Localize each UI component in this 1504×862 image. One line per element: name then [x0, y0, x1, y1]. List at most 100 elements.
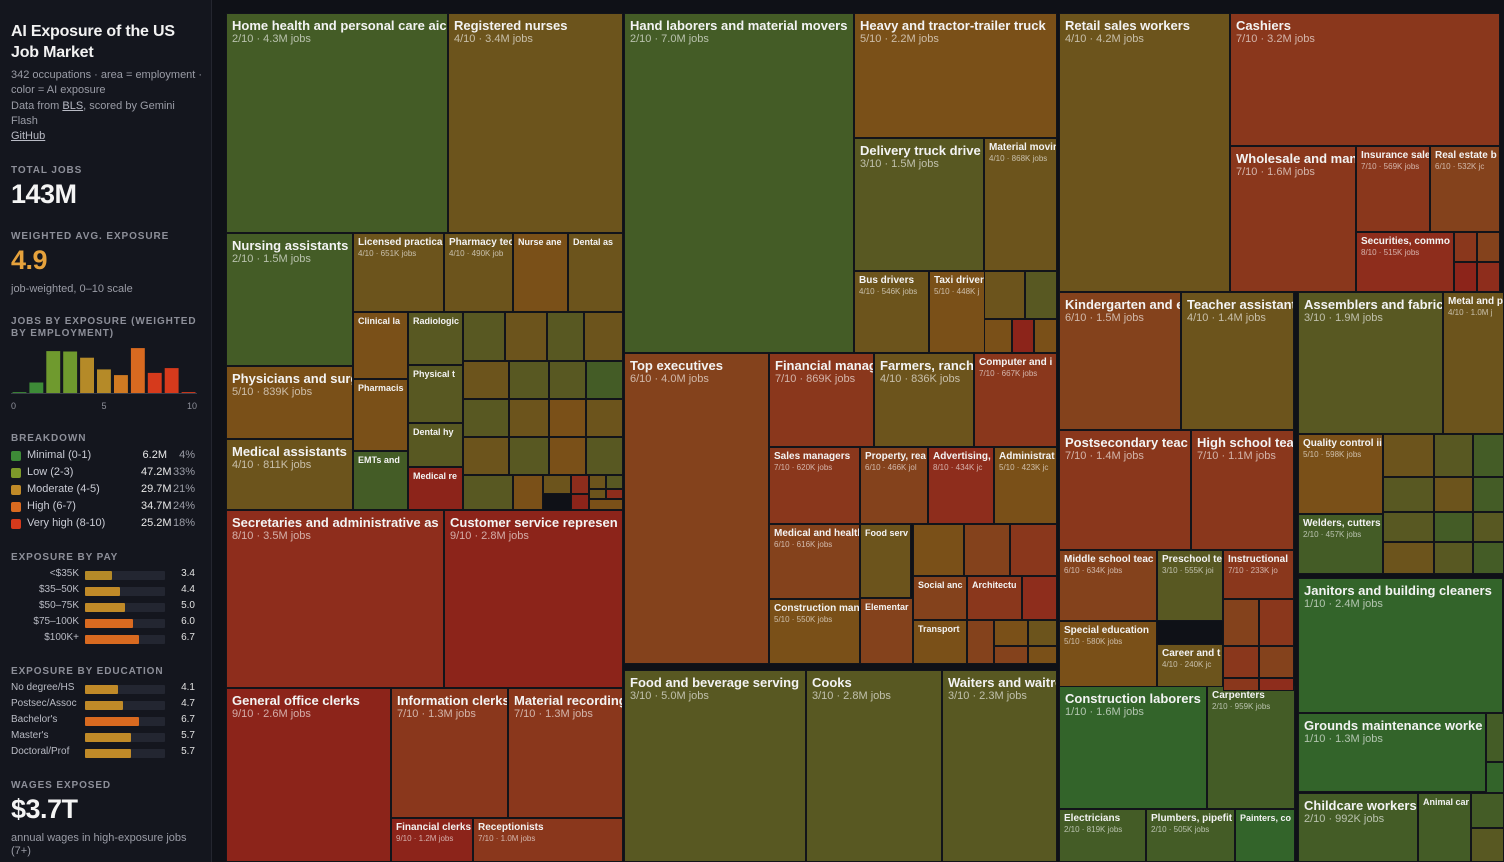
treemap-tile-unlabeled[interactable]: [913, 524, 964, 576]
treemap-tile[interactable]: Hand laborers and material movers 2/10 · …: [624, 13, 854, 353]
treemap-tile-unlabeled[interactable]: [463, 475, 513, 510]
treemap-tile-unlabeled[interactable]: [967, 620, 994, 664]
treemap-tile[interactable]: Kindergarten and e 6/10 · 1.5M jobs: [1059, 292, 1181, 430]
treemap-tile[interactable]: Construction man 5/10 · 550K jobs: [769, 599, 860, 664]
treemap-tile[interactable]: Material movir 4/10 · 868K jobs: [984, 138, 1057, 271]
treemap-tile-unlabeled[interactable]: [1486, 713, 1504, 762]
treemap-tile-unlabeled[interactable]: [584, 312, 623, 361]
treemap-tile[interactable]: Pharmacis: [353, 379, 408, 451]
treemap-tile-unlabeled[interactable]: [509, 361, 549, 399]
treemap-tile[interactable]: Receptionists 7/10 · 1.0M jobs: [473, 818, 623, 862]
treemap-tile-unlabeled[interactable]: [1012, 319, 1034, 353]
treemap-tile[interactable]: Instructional 7/10 · 233K jo: [1223, 550, 1294, 599]
treemap-tile-unlabeled[interactable]: [1223, 678, 1259, 691]
bls-link[interactable]: BLS: [62, 99, 84, 112]
treemap-tile[interactable]: Taxi drivers 5/10 · 448K j: [929, 271, 991, 353]
treemap-tile-unlabeled[interactable]: [606, 475, 623, 489]
treemap-tile-unlabeled[interactable]: [1383, 512, 1434, 542]
treemap-tile[interactable]: Plumbers, pipefit 2/10 · 505K jobs: [1146, 809, 1235, 862]
treemap-tile-unlabeled[interactable]: [549, 361, 586, 399]
treemap-tile-unlabeled[interactable]: [1025, 271, 1057, 319]
treemap-tile-unlabeled[interactable]: [505, 312, 547, 361]
treemap-tile[interactable]: Farmers, ranchers,4/10 · 836K jobs: [874, 353, 974, 447]
treemap-tile-unlabeled[interactable]: [513, 475, 543, 510]
treemap-tile[interactable]: Social anc: [913, 576, 967, 620]
treemap-tile-unlabeled[interactable]: [509, 437, 549, 475]
treemap-tile-unlabeled[interactable]: [589, 499, 623, 510]
treemap-tile-unlabeled[interactable]: [1223, 599, 1259, 646]
treemap-tile[interactable]: Information clerks 7/10 · 1.3M jobs: [391, 688, 508, 818]
treemap-tile-unlabeled[interactable]: [547, 312, 584, 361]
treemap-tile[interactable]: Postsecondary teac 7/10 · 1.4M jobs: [1059, 430, 1191, 550]
treemap-tile[interactable]: Assemblers and fabric 3/10 · 1.9M jobs: [1298, 292, 1443, 434]
treemap-tile[interactable]: Teacher assistants 4/10 · 1.4M jobs: [1181, 292, 1294, 430]
treemap-tile[interactable]: Financial clerks 9/10 · 1.2M jobs: [391, 818, 473, 862]
treemap-tile-unlabeled[interactable]: [463, 312, 505, 361]
treemap-tile-unlabeled[interactable]: [994, 620, 1028, 646]
treemap-tile-unlabeled[interactable]: [606, 489, 623, 499]
treemap-tile[interactable]: Customer service represen 9/10 · 2.8M job…: [444, 510, 623, 688]
treemap-tile[interactable]: Food and beverage serving 3/10 · 5.0M job…: [624, 670, 806, 862]
treemap-tile[interactable]: Insurance sale 7/10 · 569K jobs: [1356, 146, 1430, 232]
treemap-tile-unlabeled[interactable]: [1434, 512, 1473, 542]
treemap-tile[interactable]: Special education 5/10 · 580K jobs: [1059, 621, 1157, 691]
treemap-tile[interactable]: Transport: [913, 620, 967, 664]
github-link[interactable]: GitHub: [11, 130, 46, 143]
treemap-tile-unlabeled[interactable]: [964, 524, 1010, 576]
treemap-tile[interactable]: Dental as: [568, 233, 623, 312]
treemap-tile[interactable]: Registered nurses 4/10 · 3.4M jobs: [448, 13, 623, 233]
treemap-tile[interactable]: Advertising, 8/10 · 434K jc: [928, 447, 994, 524]
treemap-tile-unlabeled[interactable]: [1473, 512, 1504, 542]
treemap-tile[interactable]: Electricians 2/10 · 819K jobs: [1059, 809, 1146, 862]
treemap-tile[interactable]: Welders, cutters 2/10 · 457K jobs: [1298, 514, 1383, 574]
treemap-tile-unlabeled[interactable]: [1259, 599, 1294, 646]
treemap-tile-unlabeled[interactable]: [1028, 620, 1057, 646]
treemap-tile-unlabeled[interactable]: [1473, 477, 1504, 512]
treemap-tile[interactable]: Heavy and tractor-trailer truck 5/10 · 2.…: [854, 13, 1057, 138]
treemap-tile-unlabeled[interactable]: [549, 437, 586, 475]
treemap-tile[interactable]: Nursing assistants 2/10 · 1.5M jobs: [226, 233, 353, 366]
treemap-tile-unlabeled[interactable]: [543, 475, 571, 494]
treemap-tile-unlabeled[interactable]: [1434, 542, 1473, 574]
treemap-tile[interactable]: Home health and personal care aic 2/10 · …: [226, 13, 448, 233]
treemap-tile-unlabeled[interactable]: [549, 399, 586, 437]
treemap-tile-unlabeled[interactable]: [1028, 646, 1057, 664]
treemap-tile[interactable]: Sales managers 7/10 · 620K jobs: [769, 447, 860, 524]
treemap-tile[interactable]: Physicians and surg 5/10 · 839K jobs: [226, 366, 353, 439]
treemap-tile[interactable]: Waiters and waitres3/10 · 2.3M jobs: [942, 670, 1057, 862]
treemap-tile[interactable]: Career and t 4/10 · 240K jc: [1157, 644, 1223, 691]
treemap-tile[interactable]: Construction laborers 1/10 · 1.6M jobs: [1059, 686, 1207, 809]
treemap-tile[interactable]: EMTs and: [353, 451, 408, 510]
treemap-tile-unlabeled[interactable]: [984, 271, 1025, 319]
treemap-tile-unlabeled[interactable]: [571, 475, 589, 494]
treemap-tile-unlabeled[interactable]: [1434, 477, 1473, 512]
treemap-tile[interactable]: Secretaries and administrative as 8/10 · …: [226, 510, 444, 688]
treemap-tile[interactable]: Real estate b 6/10 · 532K jc: [1430, 146, 1500, 232]
treemap-tile[interactable]: Licensed practical 4/10 · 651K jobs: [353, 233, 444, 312]
treemap-tile[interactable]: Material recording 7/10 · 1.3M jobs: [508, 688, 623, 818]
treemap-tile-unlabeled[interactable]: [589, 489, 606, 499]
treemap-tile-unlabeled[interactable]: [463, 361, 509, 399]
treemap-tile[interactable]: Childcare workers 2/10 · 992K jobs: [1298, 793, 1418, 862]
treemap-tile[interactable]: Metal and pl 4/10 · 1.0M j: [1443, 292, 1504, 434]
treemap-tile-unlabeled[interactable]: [1022, 576, 1057, 620]
treemap-tile-unlabeled[interactable]: [1477, 262, 1500, 292]
treemap-tile-unlabeled[interactable]: [1434, 434, 1473, 477]
treemap-tile-unlabeled[interactable]: [586, 399, 623, 437]
treemap-tile-unlabeled[interactable]: [1454, 232, 1477, 262]
treemap-tile-unlabeled[interactable]: [984, 319, 1012, 353]
treemap-tile-unlabeled[interactable]: [586, 361, 623, 399]
treemap-tile[interactable]: Elementar: [860, 598, 913, 664]
treemap-tile[interactable]: Wholesale and man 7/10 · 1.6M jobs: [1230, 146, 1356, 292]
treemap-tile[interactable]: Medical and health 6/10 · 616K jobs: [769, 524, 860, 599]
treemap-tile-unlabeled[interactable]: [1259, 646, 1294, 678]
treemap-tile[interactable]: Administrat 5/10 · 423K jc: [994, 447, 1057, 524]
treemap-tile[interactable]: Painters, co: [1235, 809, 1295, 862]
treemap-tile[interactable]: Quality control ii 5/10 · 598K jobs: [1298, 434, 1383, 514]
treemap-tile[interactable]: Physical t: [408, 365, 463, 423]
treemap-tile-unlabeled[interactable]: [463, 399, 509, 437]
treemap-tile[interactable]: High school teache7/10 · 1.1M jobs: [1191, 430, 1294, 550]
treemap-tile[interactable]: Medical assistants 4/10 · 811K jobs: [226, 439, 353, 510]
treemap-tile-unlabeled[interactable]: [589, 475, 606, 489]
treemap-tile[interactable]: Food serv: [860, 524, 911, 598]
